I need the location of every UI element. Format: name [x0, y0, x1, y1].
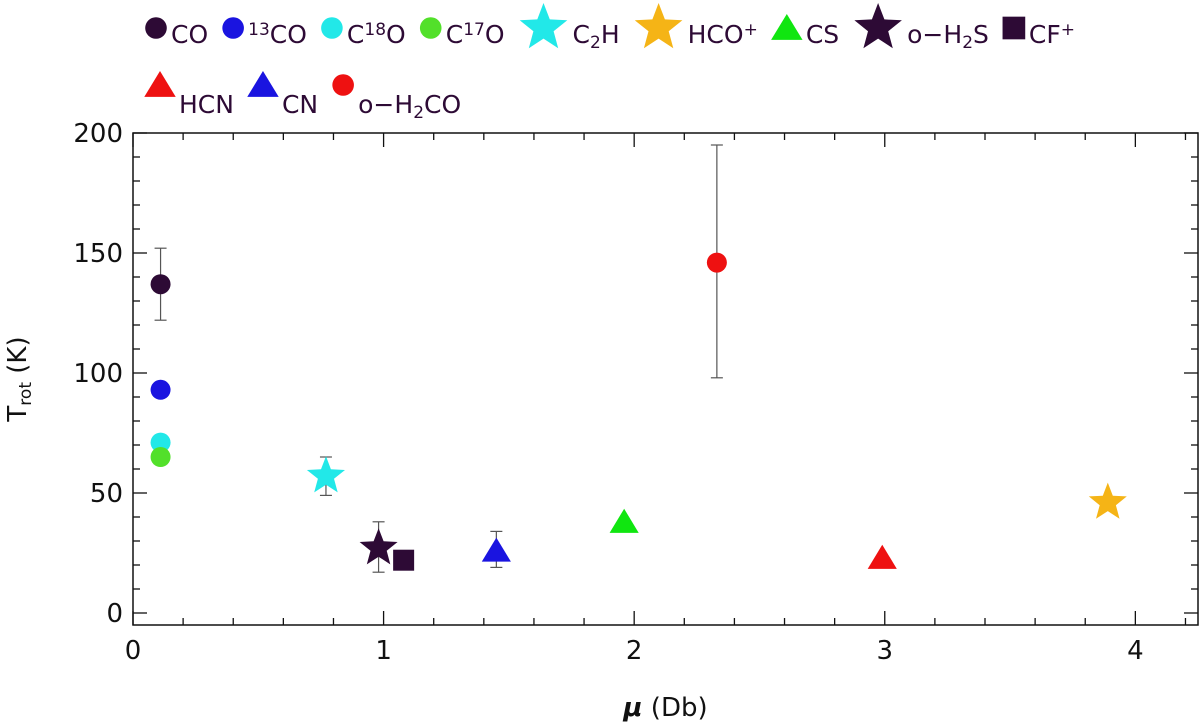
legend-marker-cs — [771, 13, 803, 40]
legend-label-c18o: C18O — [347, 20, 406, 49]
point-c17o — [150, 447, 171, 467]
y-axis-label: Trot (K) — [3, 336, 36, 422]
point-c18o — [150, 432, 171, 453]
legend-label-o-h2co: o−H2CO — [358, 90, 461, 123]
point-o-h2co — [706, 252, 727, 273]
point-cn — [481, 537, 511, 562]
data-points — [150, 252, 1127, 571]
x-axis-label: μ (Db) — [622, 693, 707, 723]
y-tick-label: 100 — [73, 359, 123, 389]
legend-marker-cf — [1002, 16, 1026, 40]
legend-marker-o-h2s — [854, 3, 902, 49]
point-o-h2s — [359, 528, 398, 565]
legend: CO 13CO C18O C17O C2H HCO+ CS o−H2S CF+ HCN CN o−H2… — [144, 3, 1075, 123]
legend-marker-13co — [222, 17, 244, 39]
legend-marker-hco — [634, 3, 683, 49]
x-tick-label: 3 — [876, 636, 893, 666]
legend-label-c2h: C2H — [573, 20, 620, 53]
error-bars — [154, 144, 723, 573]
point-hco — [1088, 482, 1127, 519]
legend-marker-c2h — [519, 3, 568, 49]
x-tick-label: 1 — [375, 636, 392, 666]
point-co — [150, 274, 171, 295]
axis-ticks: 0 1 2 3 4 0 50 100 150 200 — [73, 119, 1198, 666]
legend-label-cs: CS — [806, 20, 839, 49]
legend-marker-c18o — [321, 17, 343, 39]
x-tick-label: 4 — [1127, 636, 1144, 666]
legend-marker-cn — [247, 70, 279, 97]
legend-marker-o-h2co — [332, 74, 354, 96]
legend-marker-hcn — [144, 70, 176, 97]
point-13co — [150, 379, 171, 400]
y-tick-label: 150 — [73, 239, 123, 269]
x-tick-label: 2 — [626, 636, 643, 666]
legend-label-hco: HCO+ — [688, 20, 758, 49]
legend-marker-c17o — [419, 17, 442, 39]
legend-label-co: CO — [171, 20, 208, 49]
legend-label-c17o: C17O — [446, 20, 505, 49]
legend-label-13co: 13CO — [248, 20, 307, 49]
point-cs — [609, 508, 639, 533]
plot-frame — [132, 132, 1199, 626]
legend-label-hcn: HCN — [179, 90, 234, 119]
x-tick-label: 0 — [125, 636, 142, 666]
y-tick-label: 50 — [90, 479, 123, 509]
point-hcn — [867, 544, 897, 569]
legend-label-cf: CF+ — [1029, 20, 1075, 49]
legend-label-o-h2s: o−H2S — [907, 20, 989, 53]
point-c2h — [306, 456, 345, 493]
legend-label-cn: CN — [282, 90, 318, 119]
y-tick-label: 200 — [73, 119, 123, 149]
point-cf — [393, 549, 415, 571]
legend-marker-co — [145, 17, 167, 39]
y-tick-label: 0 — [106, 599, 123, 629]
